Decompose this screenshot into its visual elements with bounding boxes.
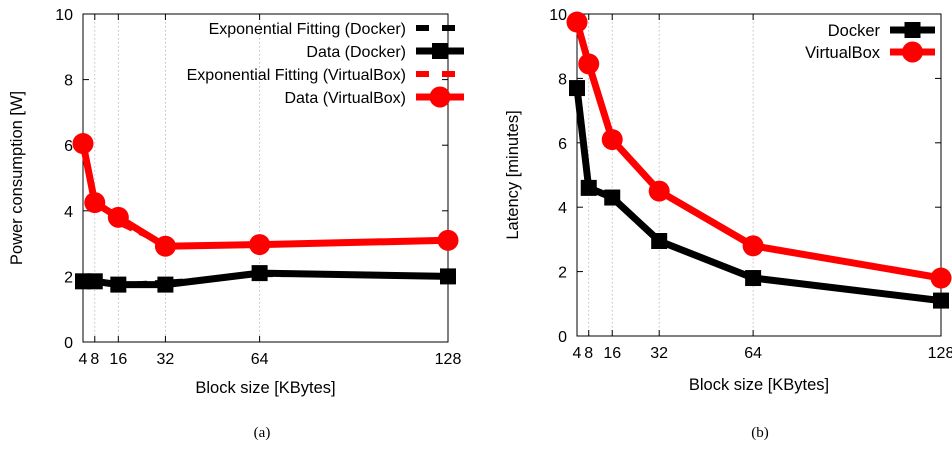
data-line-docker: [573, 87, 942, 305]
legend-marker: [429, 86, 451, 108]
legend-entry-virtualbox: VirtualBox: [805, 41, 935, 63]
x-tick-label: 16: [109, 351, 127, 368]
data-point-docker: [651, 233, 668, 250]
y-axis-label: Latency [minutes]: [504, 110, 522, 239]
legend-entry-docker: Docker: [828, 22, 935, 40]
fit-line-fit_docker: [83, 273, 449, 286]
series-data_virtualbox: [72, 133, 459, 257]
data-point-docker: [745, 270, 762, 287]
y-tick-label: 4: [558, 200, 567, 217]
data-point-virtualbox: [578, 53, 600, 75]
legend: Docker VirtualBox: [805, 22, 935, 63]
x-tick-label: 64: [744, 345, 762, 362]
data-point-docker: [569, 80, 585, 97]
data-point-data_virtualbox: [107, 206, 129, 228]
data-line-data_virtualbox: [79, 142, 449, 250]
legend-label: VirtualBox: [805, 44, 881, 62]
data-point-virtualbox: [566, 11, 588, 33]
series-docker: [569, 80, 949, 309]
y-tick-label: 10: [549, 7, 567, 24]
plot-frame: [576, 13, 942, 337]
x-tick-label: 128: [435, 351, 462, 368]
data-point-data_virtualbox: [72, 133, 94, 155]
legend-entry-data_virtualbox: Data (VirtualBox): [284, 86, 464, 108]
legend-label: Data (Docker): [306, 44, 406, 61]
data-point-data_virtualbox: [249, 234, 271, 256]
x-tick-label: 16: [603, 345, 621, 362]
x-tick-label: 64: [251, 351, 269, 368]
x-axis-label: Block size [KBytes]: [689, 376, 829, 394]
y-tick-label: 6: [64, 138, 73, 155]
series-fit_docker: [83, 273, 449, 286]
y-tick-label: 6: [558, 136, 567, 153]
fit-line-fit_virtualbox: [81, 148, 449, 247]
y-tick-label: 0: [558, 329, 567, 346]
x-axis-label: Block size [KBytes]: [195, 379, 335, 397]
legend-entry-data_docker: Data (Docker): [306, 43, 464, 61]
y-tick-label: 8: [558, 71, 567, 88]
data-point-data_virtualbox: [154, 235, 176, 257]
data-point-data_docker: [86, 273, 103, 290]
plot-frame: [82, 13, 449, 343]
y-tick-label: 8: [64, 73, 73, 90]
figure-caption: (a): [254, 425, 271, 441]
x-tick-label: 4: [573, 345, 582, 362]
legend-label: Exponential Fitting (Docker): [209, 21, 406, 38]
y-axis-label: Power consumption [W]: [8, 91, 26, 265]
legend-label: Exponential Fitting (VirtualBox): [187, 67, 406, 84]
legend-marker: [904, 22, 921, 38]
y-tick-label: 2: [558, 265, 567, 282]
y-tick-label: 4: [64, 204, 73, 221]
data-point-virtualbox: [930, 267, 952, 289]
data-point-docker: [933, 292, 949, 309]
data-point-data_virtualbox: [84, 192, 106, 214]
data-point-virtualbox: [648, 180, 670, 202]
legend-entry-fit_virtualbox: Exponential Fitting (VirtualBox): [187, 67, 464, 84]
data-point-docker: [580, 179, 597, 196]
x-tick-label: 128: [928, 345, 952, 362]
y-tick-label: 2: [64, 269, 73, 286]
x-tick-label: 8: [90, 351, 99, 368]
legend-entry-fit_docker: Exponential Fitting (Docker): [209, 21, 464, 38]
y-tick-label: 0: [64, 335, 73, 352]
data-point-data_docker: [157, 276, 174, 293]
legend: Exponential Fitting (Docker) Data (Docker…: [187, 21, 464, 108]
y-tick-label: 10: [55, 7, 73, 24]
figure-caption: (b): [751, 425, 769, 441]
data-point-virtualbox: [601, 129, 623, 151]
x-tick-label: 32: [157, 351, 175, 368]
series-data_docker: [75, 265, 456, 293]
legend-label: Data (VirtualBox): [284, 90, 406, 107]
legend-marker: [902, 41, 923, 63]
data-point-data_docker: [251, 265, 268, 282]
series-fit_virtualbox: [81, 148, 449, 247]
data-point-virtualbox: [742, 235, 764, 257]
series-virtualbox: [566, 11, 952, 289]
x-tick-label: 4: [79, 351, 88, 368]
legend-label: Docker: [828, 22, 881, 40]
x-tick-label: 32: [650, 345, 668, 362]
data-point-docker: [604, 189, 621, 206]
x-tick-label: 8: [584, 345, 593, 362]
data-point-data_docker: [110, 276, 127, 293]
legend-marker: [432, 43, 448, 59]
